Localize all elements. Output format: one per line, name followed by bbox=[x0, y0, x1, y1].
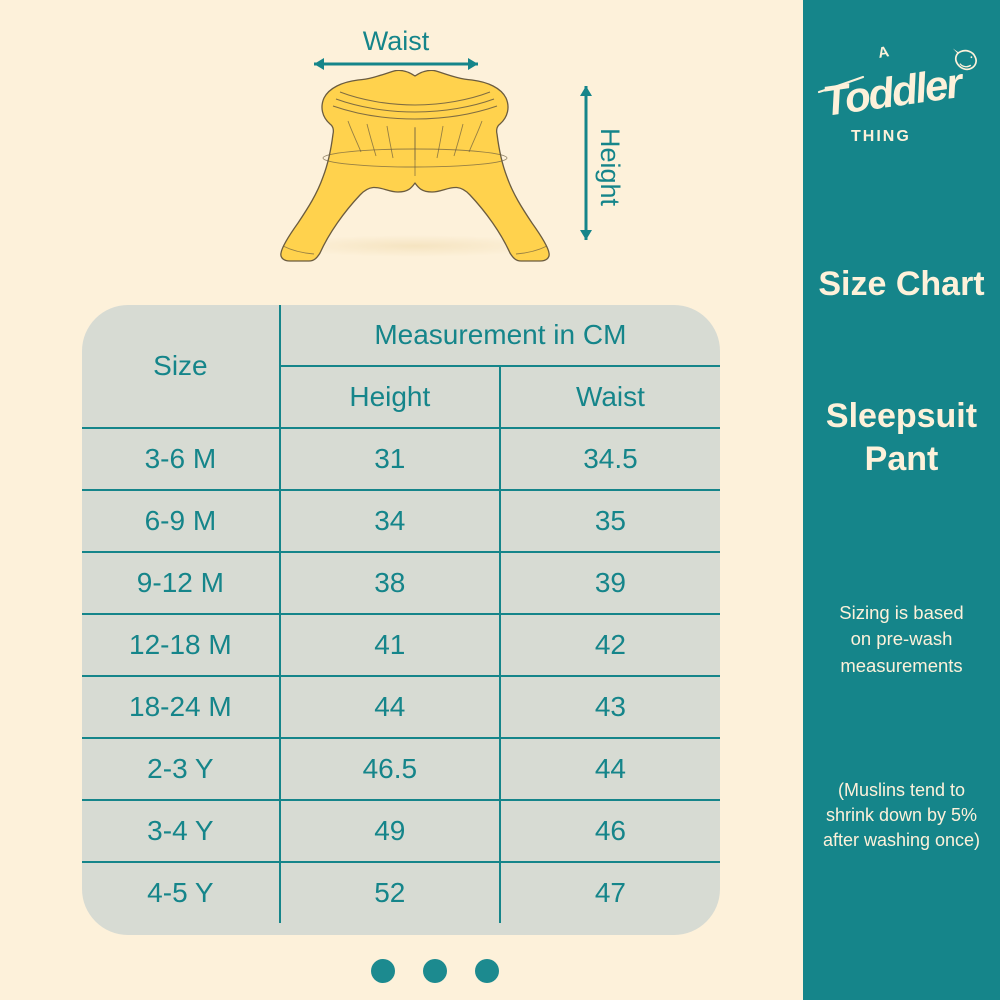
svg-text:Toddler: Toddler bbox=[820, 58, 968, 124]
svg-text:THING: THING bbox=[851, 128, 911, 145]
svg-text:A: A bbox=[877, 43, 891, 62]
